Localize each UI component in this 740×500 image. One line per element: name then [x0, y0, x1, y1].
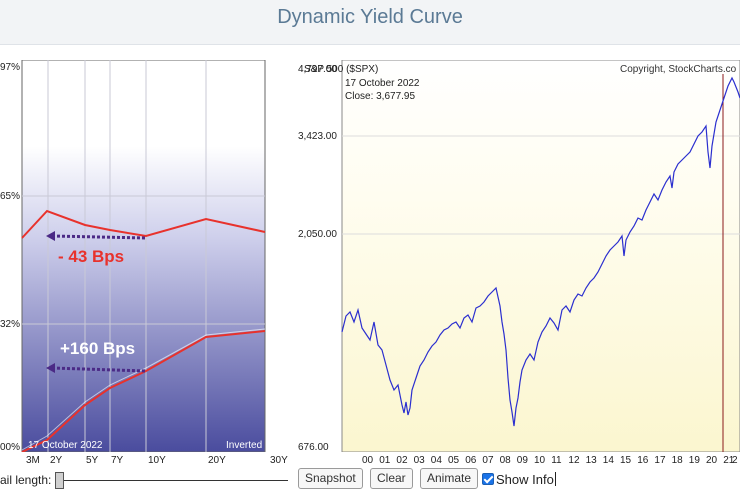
clear-button[interactable]: Clear — [370, 468, 413, 489]
sp-date: 17 October 2022 — [345, 78, 420, 89]
sp-y-label: 2,050.00 — [298, 229, 337, 240]
yield-y-label: 65% — [0, 191, 20, 202]
tail-length-label: ail length: — [0, 473, 52, 487]
sp-copyright: Copyright, StockCharts.co — [620, 64, 737, 75]
yield-y-axis-labels: 97% 65% 32% 00% — [0, 62, 20, 452]
yield-x-label: 3M — [26, 455, 40, 466]
sp-x-label: 11 — [551, 455, 562, 466]
sp-x-label: 06 — [465, 455, 477, 466]
sp-y-label: 3,423.00 — [298, 131, 337, 142]
animate-button[interactable]: Animate — [420, 468, 479, 489]
yield-x-label: 10Y — [148, 455, 166, 466]
yield-x-label: 7Y — [111, 455, 124, 466]
sp-x-label: 14 — [602, 455, 614, 466]
arrow-top — [46, 231, 147, 241]
sp-x-label: 17 — [654, 455, 666, 466]
yield-y-label: 32% — [0, 319, 20, 330]
yield-curve-current — [21, 209, 266, 239]
text-cursor — [554, 472, 556, 486]
sp-x-label: 01 — [379, 455, 391, 466]
sp-grid — [342, 135, 740, 235]
sp-x-label: 05 — [448, 455, 460, 466]
show-info-label: Show Info — [496, 471, 554, 487]
sp-x-label: 07 — [482, 455, 494, 466]
yield-plot-area — [21, 60, 266, 452]
sp-x-label: 12 — [568, 455, 580, 466]
sp-x-label: 16 — [637, 455, 649, 466]
annotation-top: - 43 Bps — [58, 247, 124, 266]
app-header: Dynamic Yield Curve — [0, 0, 740, 45]
sp-y-label: 676.00 — [298, 442, 329, 452]
sp-y-label: 4,797.00 — [298, 64, 337, 75]
yield-y-label: 97% — [0, 62, 20, 73]
sp-close: Close: 3,677.95 — [345, 91, 415, 102]
yield-curve-past-shadow — [21, 328, 266, 451]
sp-x-label: 13 — [585, 455, 597, 466]
yield-date-label: 17 October 2022 — [28, 440, 103, 451]
sp-plot-area — [341, 60, 740, 452]
annotation-bottom: +160 Bps — [60, 339, 135, 358]
sp-x-label: 09 — [516, 455, 528, 466]
sp500-chart[interactable]: 4,797.00 3,423.00 2,050.00 676.00 S&P 500 (… — [296, 60, 740, 452]
show-info-toggle[interactable]: Show Info — [482, 469, 556, 489]
controls-bar: ail length: Snapshot Clear Animate Show … — [0, 464, 740, 494]
sp-x-label: 04 — [430, 455, 442, 466]
show-info-checkbox[interactable] — [482, 473, 494, 485]
yield-x-label: 2Y — [50, 455, 63, 466]
yield-grid — [22, 60, 265, 452]
sp-x-label: 2 — [732, 455, 738, 466]
sp-title: S&P 500 ($SPX) — [304, 64, 378, 75]
sp500-price-line — [341, 76, 740, 427]
sp-x-label: 21 — [723, 455, 735, 466]
snapshot-button[interactable]: Snapshot — [298, 468, 363, 489]
yield-x-label: 5Y — [86, 455, 99, 466]
sp-x-label: 02 — [396, 455, 408, 466]
sp-x-label: 08 — [499, 455, 511, 466]
inverted-label: Inverted — [226, 440, 262, 451]
yield-x-label: 20Y — [208, 455, 226, 466]
tail-length-track[interactable] — [60, 480, 288, 481]
sp-x-label: 19 — [688, 455, 700, 466]
sp-x-label: 20 — [706, 455, 718, 466]
sp-y-axis-labels: 4,797.00 3,423.00 2,050.00 676.00 — [298, 64, 337, 452]
yield-x-label: 30Y — [270, 455, 288, 466]
sp-x-label: 10 — [534, 455, 546, 466]
sp-x-label: 15 — [620, 455, 632, 466]
tail-length-slider-thumb[interactable] — [55, 472, 64, 489]
sp-x-label: 00 — [362, 455, 374, 466]
yield-curve-past — [21, 330, 266, 452]
yield-y-label: 00% — [0, 442, 20, 452]
arrow-bottom — [46, 363, 147, 373]
sp-x-label: 18 — [671, 455, 683, 466]
page-title: Dynamic Yield Curve — [277, 6, 463, 28]
sp-x-label: 03 — [413, 455, 425, 466]
yield-curve-chart[interactable]: 97% 65% 32% 00% - 43 Bps +160 Bps 17 Octobe… — [0, 60, 295, 452]
